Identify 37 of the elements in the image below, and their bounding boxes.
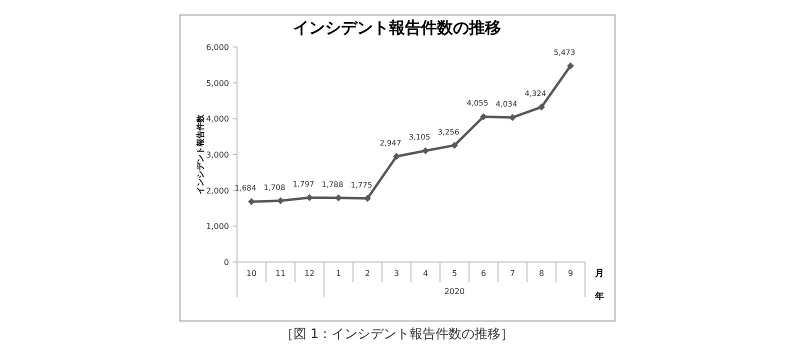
x-tick-label: 6 bbox=[480, 269, 486, 278]
y-tick-label: 1,000 bbox=[206, 222, 229, 232]
x-tick-label: 7 bbox=[510, 269, 516, 278]
y-tick-label: 2,000 bbox=[206, 186, 229, 196]
point bbox=[393, 152, 400, 160]
x-tick-label: 4 bbox=[422, 269, 428, 278]
x-tick-label: 8 bbox=[538, 269, 544, 278]
y-tick-label: 3,000 bbox=[206, 150, 229, 160]
point bbox=[567, 62, 574, 70]
x-tick-label: 9 bbox=[568, 269, 574, 278]
x-tick-label: 10 bbox=[246, 269, 257, 278]
text: 年 bbox=[594, 291, 604, 302]
x-tick-label: 1 bbox=[336, 269, 342, 278]
point bbox=[480, 113, 487, 120]
point bbox=[277, 197, 284, 204]
y-tick-label: 4,000 bbox=[206, 114, 229, 124]
x-tick-label: 5 bbox=[452, 269, 458, 278]
y-tick-label: 6,000 bbox=[206, 43, 229, 52]
point bbox=[306, 194, 313, 202]
point bbox=[509, 114, 516, 121]
x-tick-label: 3 bbox=[394, 269, 400, 278]
x-tick-label: 12 bbox=[304, 269, 315, 278]
text: 2020 bbox=[444, 287, 465, 296]
y-axis-title: インシデント報告件数 bbox=[196, 114, 205, 194]
point bbox=[538, 104, 545, 111]
point bbox=[248, 198, 255, 206]
point bbox=[422, 147, 429, 154]
y-tick-label: 5,000 bbox=[206, 78, 229, 88]
x-tick-label: 11 bbox=[275, 269, 286, 278]
chart-title: インシデント報告件数の推移 bbox=[293, 18, 501, 37]
point bbox=[364, 194, 371, 202]
y-tick-label: 0 bbox=[224, 258, 229, 267]
point bbox=[451, 142, 458, 149]
x-axis-title: 月 bbox=[594, 268, 604, 279]
text: ［図 1：インシデント報告件数の推移］ bbox=[280, 327, 514, 342]
x-tick-label: 2 bbox=[364, 269, 370, 278]
point bbox=[335, 194, 342, 202]
